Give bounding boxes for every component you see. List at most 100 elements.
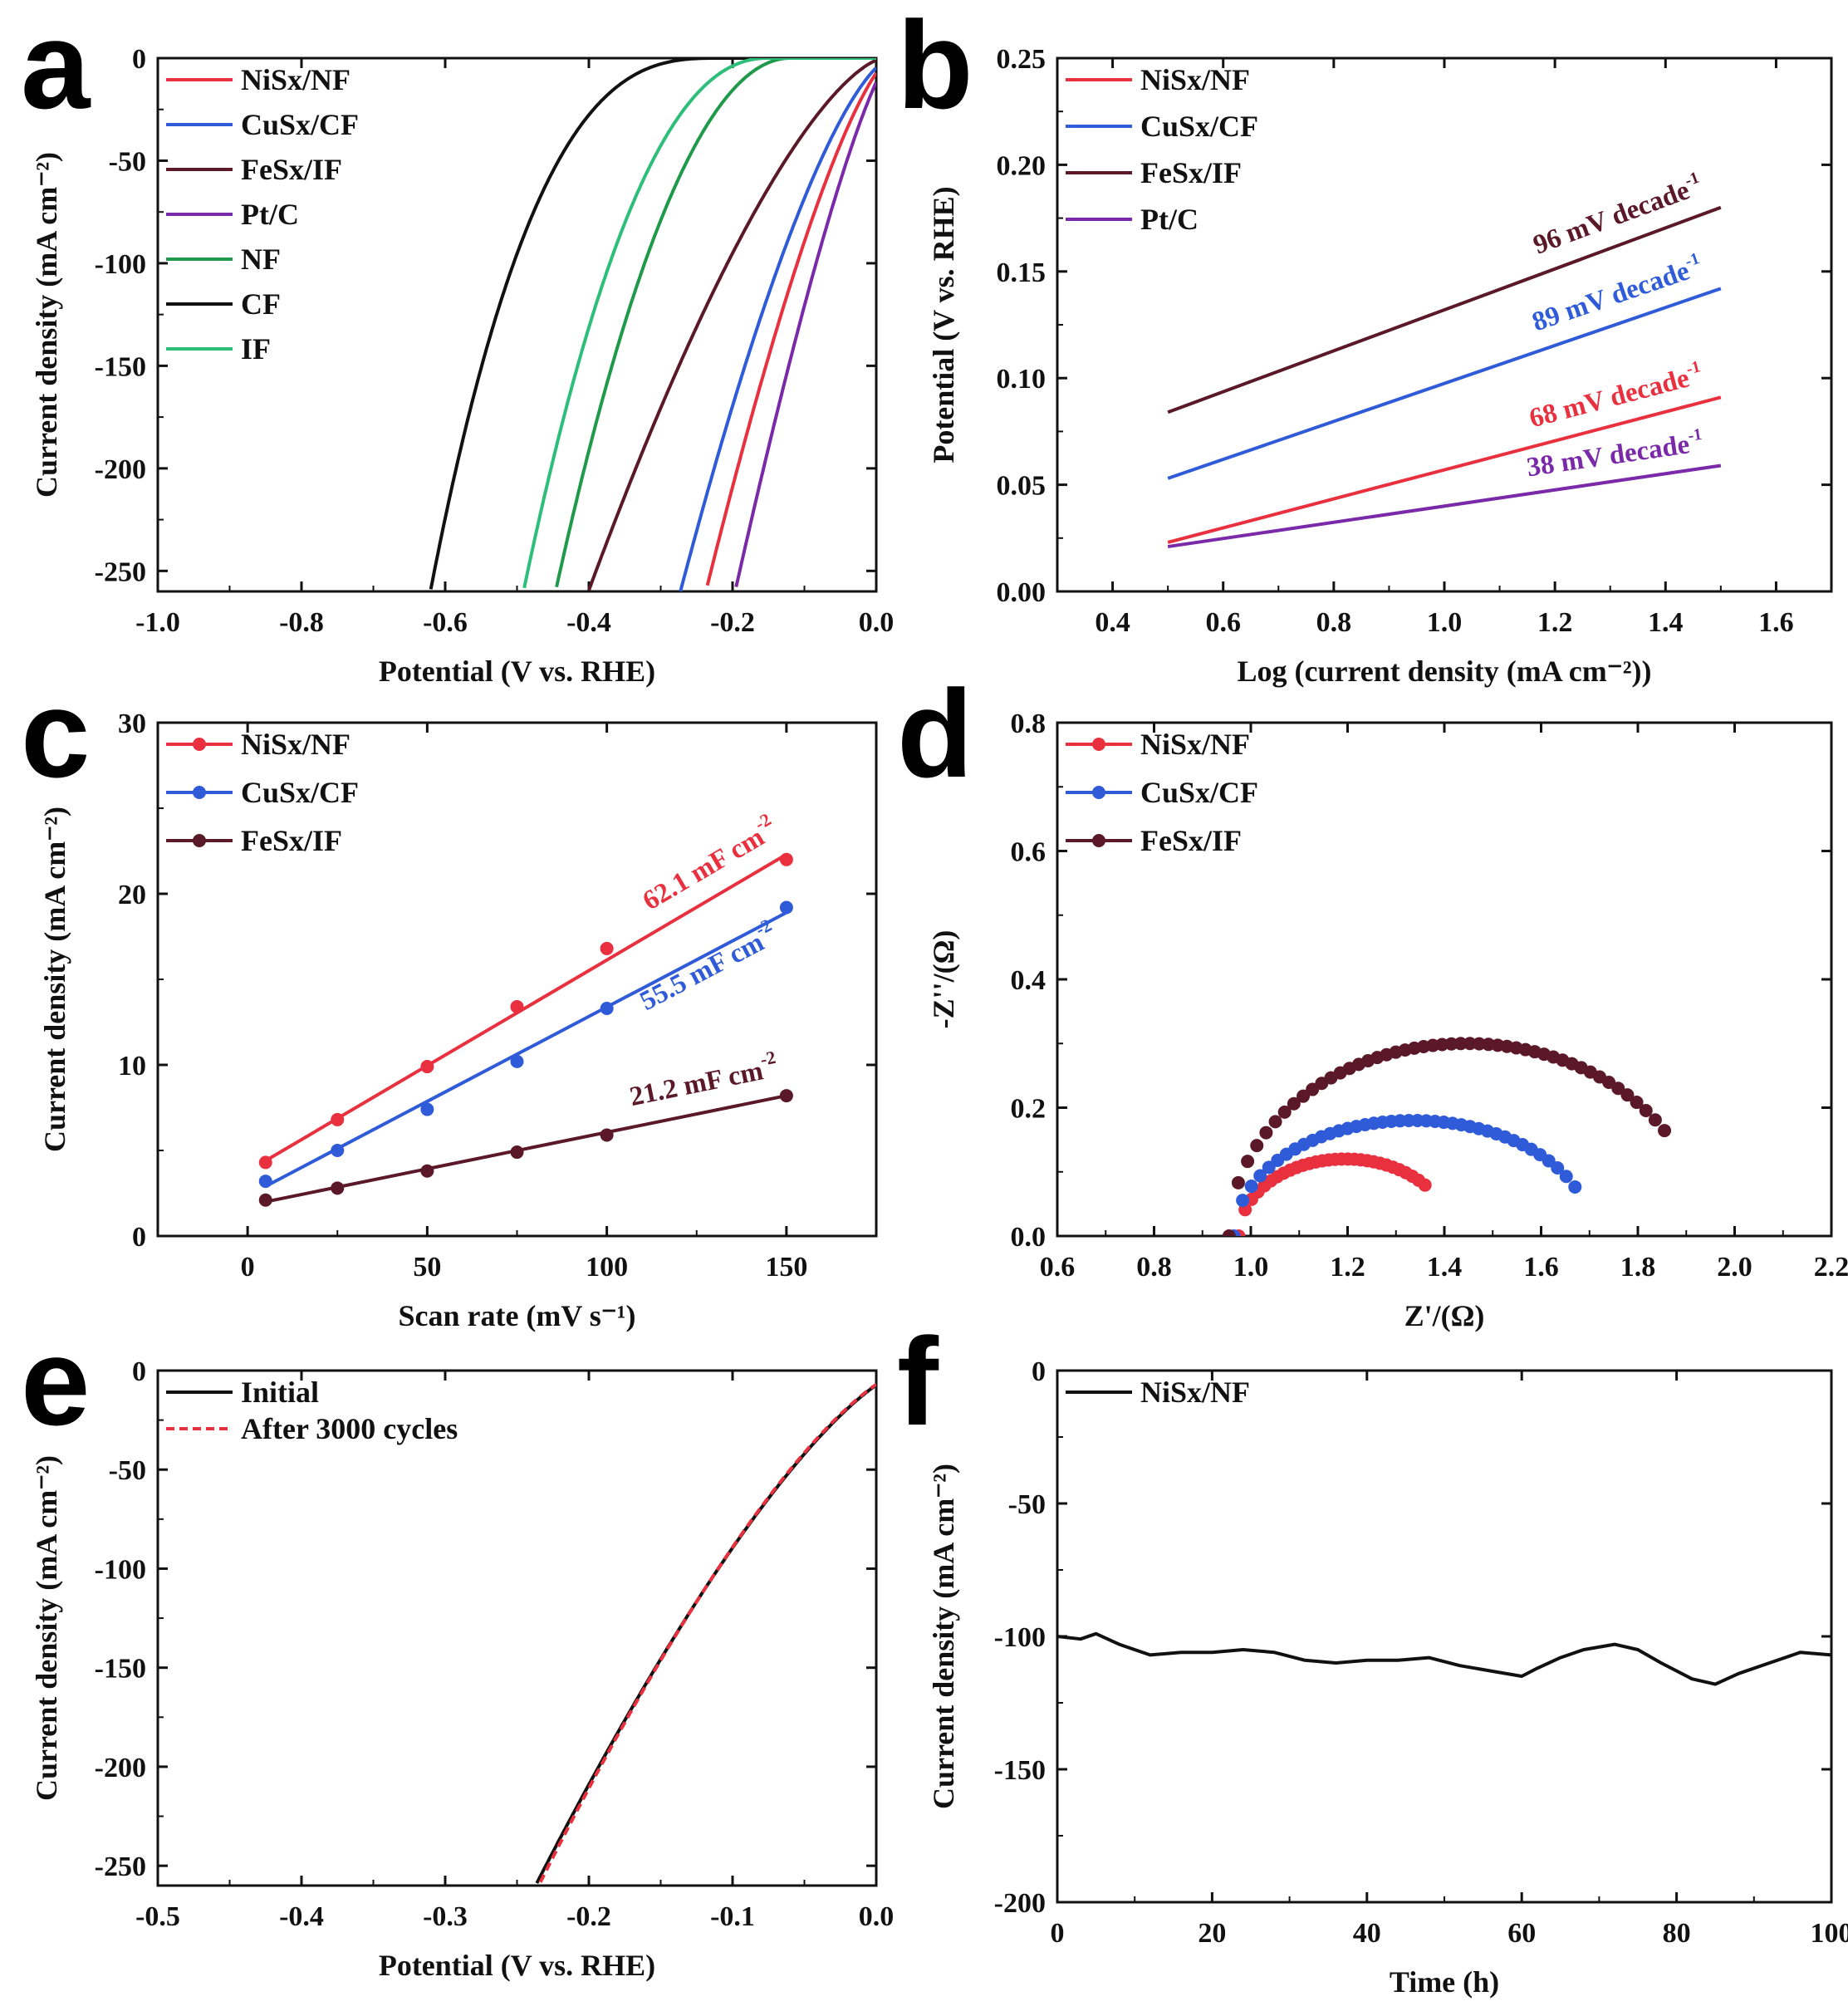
data-point	[510, 1054, 524, 1068]
series-line-After 3000 cycles	[538, 1383, 876, 1883]
data-point	[600, 941, 614, 955]
panel-c-plot-area	[258, 852, 793, 1207]
panel-b-ytick-label: 0.10	[997, 364, 1047, 395]
panel-d-legend-label: CuSx/CF	[1140, 776, 1258, 809]
data-point	[600, 1128, 614, 1142]
panel-b-legend-label: FeSx/IF	[1140, 156, 1242, 189]
panel-f-xtick-label: 80	[1663, 1918, 1691, 1949]
fit-line-NiSx/NF	[264, 852, 787, 1163]
data-point	[331, 1112, 345, 1126]
panel-f-plot-frame	[1056, 1369, 1833, 1904]
panel-a-legend-label: CuSx/CF	[241, 108, 359, 141]
panel-d-ytick-label: 0.2	[1011, 1094, 1047, 1125]
tafel-slope-label: 68 mV decade-1	[1526, 357, 1706, 434]
panel-a-xtick-label: 0.0	[859, 607, 895, 638]
panel-e-xtick-label: -0.4	[279, 1901, 324, 1932]
series-line-CuSx/CF	[1167, 287, 1722, 480]
panel-d-ytick-label: 0.6	[1011, 837, 1047, 868]
panel-a-y-axis-label: Current density (mA cm⁻²)	[30, 152, 63, 498]
panel-b-xtick-label: 0.8	[1316, 607, 1352, 638]
panel-a-ytick-label: -100	[95, 249, 146, 280]
panel-d-legend-marker	[1092, 738, 1105, 751]
panel-b-xtick-label: 0.4	[1095, 607, 1130, 638]
tafel-slope-label-sup: -1	[1683, 249, 1702, 271]
series-line-NiSx/NF	[705, 71, 876, 586]
nyquist-point	[1277, 1105, 1292, 1119]
capacitance-label-sup: -2	[751, 809, 774, 835]
data-point	[258, 1193, 272, 1207]
panel-a-xtick-label: -0.6	[423, 607, 468, 638]
panel-f-x-axis-label: Time (h)	[1390, 1965, 1499, 1999]
panel-d-xtick-label: 1.8	[1620, 1252, 1656, 1283]
series-line-CF	[429, 58, 876, 590]
panel-b-y-axis-label: Potential (V vs. RHE)	[927, 186, 960, 463]
data-point	[510, 999, 524, 1013]
nyquist-point	[1559, 1170, 1573, 1184]
panel-b-ytick-label: 0.15	[997, 258, 1047, 288]
tafel-slope-label-sup: -1	[1682, 169, 1701, 190]
panel-f-legend-label: NiSx/NF	[1140, 1376, 1250, 1409]
nyquist-point	[1244, 1180, 1258, 1194]
panel-f-y-axis-label: Current density (mA cm⁻²)	[927, 1464, 960, 1809]
panel-d-legend-marker	[1092, 834, 1105, 847]
panel-b-ytick-label: 0.20	[997, 150, 1047, 181]
panel-c-xtick-label: 0	[241, 1252, 255, 1283]
nyquist-point	[1611, 1082, 1625, 1096]
panel-f: 0 20 40 60 80 100 0 -50 -100 -150 -200 Time (h) Curr…	[897, 1312, 1848, 1999]
nyquist-point	[1568, 1180, 1582, 1194]
panel-e-ytick-label: -200	[95, 1753, 146, 1783]
panel-d-x-axis-label: Z'/(Ω)	[1404, 1299, 1485, 1332]
panel-a-plot-area	[429, 58, 876, 591]
panel-d-panel-letter: d	[897, 664, 973, 803]
series-line-FeSx/IF	[1167, 205, 1722, 414]
panel-a-legend-label: CF	[241, 287, 281, 321]
panel-e-xtick-label: -0.5	[135, 1901, 180, 1932]
series-line-Pt/C	[734, 81, 876, 587]
panel-d-legend-label: FeSx/IF	[1140, 824, 1242, 857]
nyquist-point	[1231, 1175, 1245, 1189]
panel-a-ytick-label: -250	[95, 557, 146, 587]
panel-e: -0.5 -0.4 -0.3 -0.2 -0.1 0.0 0 -50 -100 -150 -200 -…	[21, 1312, 894, 1982]
fit-line-CuSx/CF	[264, 910, 787, 1189]
data-point	[420, 1060, 434, 1074]
series-line-Initial	[535, 1383, 876, 1885]
panel-c-x-axis-label: Scan rate (mV s⁻¹)	[398, 1299, 635, 1332]
panel-a-xtick-label: -0.2	[710, 607, 755, 638]
panel-d-legend-label: NiSx/NF	[1140, 728, 1250, 761]
panel-c-xtick-label: 100	[586, 1252, 628, 1283]
nyquist-point	[1259, 1126, 1273, 1140]
panel-d-xtick-label: 0.8	[1136, 1252, 1172, 1283]
panel-e-x-axis-label: Potential (V vs. RHE)	[379, 1949, 655, 1982]
panel-e-xtick-label: -0.1	[710, 1901, 755, 1932]
panel-a-legend-label: FeSx/IF	[241, 153, 342, 186]
panel-e-legend-label: Initial	[241, 1376, 319, 1409]
series-line-NiSx/NF	[1167, 395, 1722, 544]
panel-a-x-axis-label: Potential (V vs. RHE)	[379, 655, 655, 688]
panel-d-xtick-label: 0.6	[1040, 1252, 1076, 1283]
panel-b-xtick-label: 1.6	[1758, 607, 1794, 638]
nyquist-point	[1241, 1155, 1255, 1169]
data-point	[779, 1089, 793, 1103]
capacitance-label-sup: -2	[752, 915, 775, 940]
capacitance-label-sup: -2	[758, 1047, 777, 1070]
panel-f-ytick-label: -200	[994, 1888, 1046, 1919]
nyquist-point	[1453, 1037, 1468, 1051]
panel-e-y-axis-label: Current density (mA cm⁻²)	[30, 1455, 63, 1801]
panel-e-ytick-label: -100	[95, 1554, 146, 1585]
panel-c-legend-marker	[193, 834, 206, 847]
nyquist-point	[1630, 1096, 1644, 1110]
panel-d-plot-area	[1222, 1037, 1672, 1236]
panel-e-ytick-label: -150	[95, 1654, 146, 1685]
panel-f-ytick-label: -50	[1008, 1489, 1046, 1520]
panel-b-xtick-label: 1.2	[1537, 607, 1573, 638]
panel-f-panel-letter: f	[897, 1312, 939, 1451]
panel-b-x-axis-label: Log (current density (mA cm⁻²))	[1237, 655, 1651, 688]
panel-e-xtick-label: 0.0	[859, 1901, 895, 1932]
data-point	[420, 1164, 434, 1178]
series-line-NiSx/NF	[1057, 1631, 1831, 1686]
panel-b-xtick-label: 0.6	[1205, 607, 1241, 638]
panel-e-ytick-label: -50	[109, 1455, 146, 1486]
panel-b-legend-label: NiSx/NF	[1140, 63, 1250, 96]
nyquist-point	[1418, 1178, 1432, 1192]
